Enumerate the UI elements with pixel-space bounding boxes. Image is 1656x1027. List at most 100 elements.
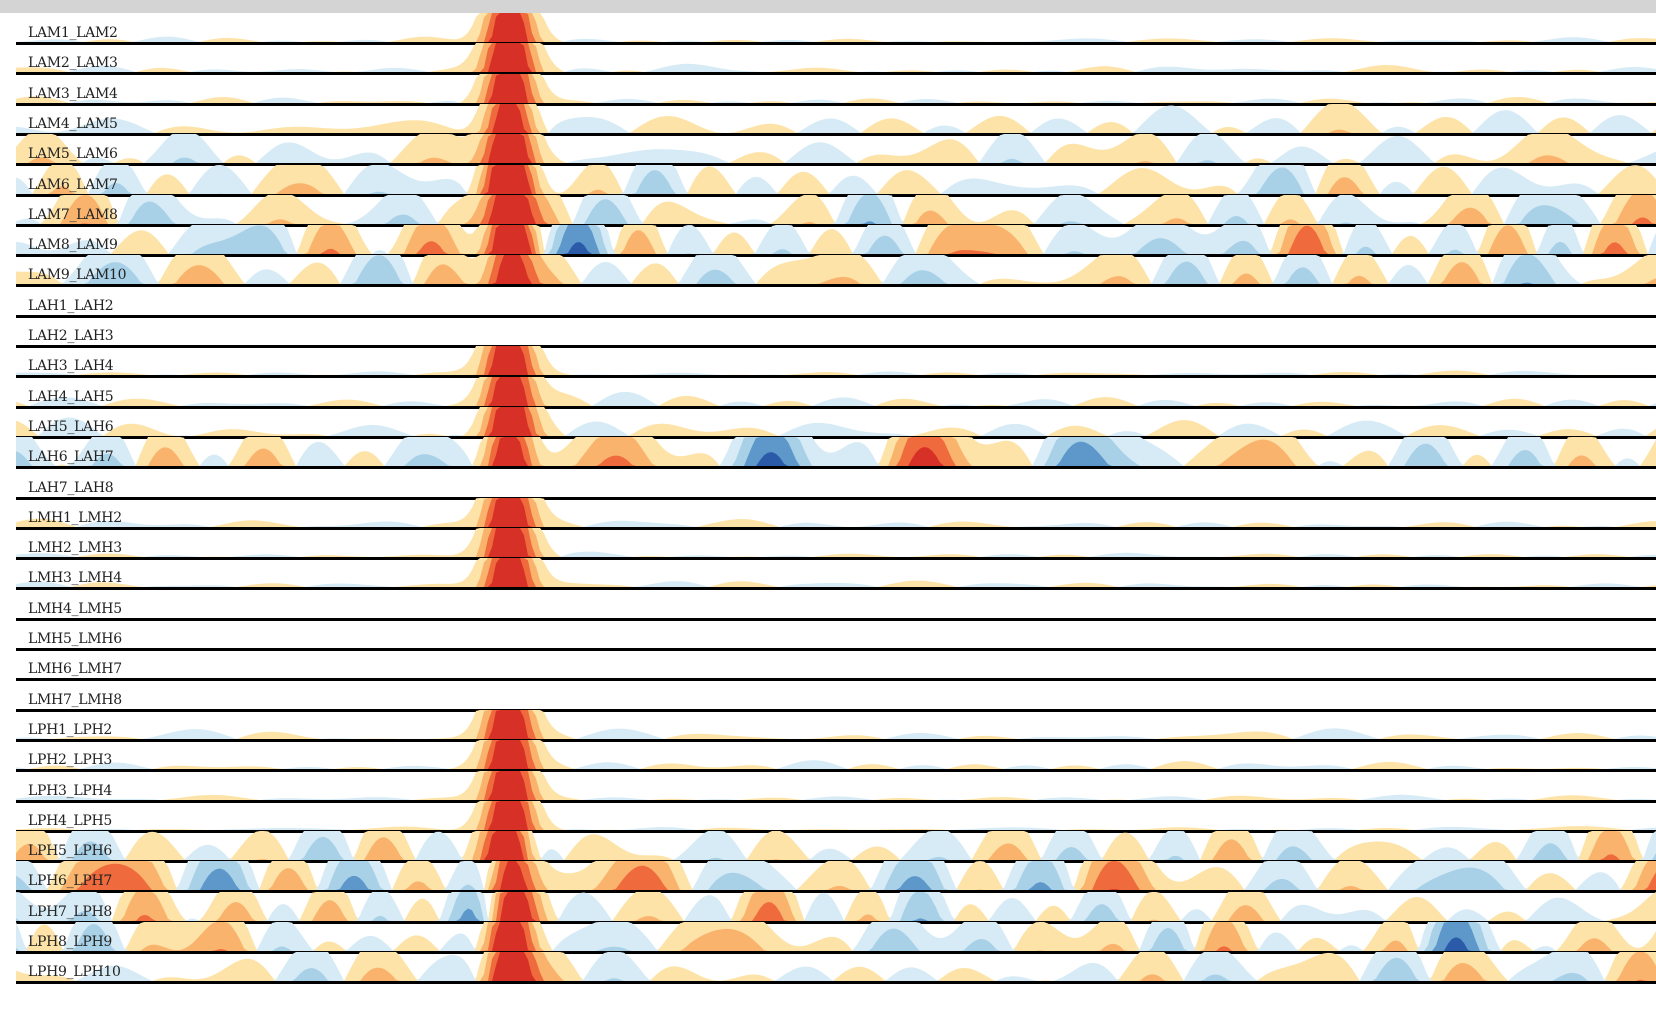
positive-band-1 bbox=[16, 497, 1656, 527]
row-divider bbox=[16, 557, 1656, 561]
channel-horizon-trace bbox=[16, 800, 1656, 830]
channel-label: LMH1_LMH2 bbox=[28, 509, 122, 526]
row-divider bbox=[16, 617, 1656, 621]
channel-horizon-trace bbox=[16, 73, 1656, 103]
positive-band-3 bbox=[16, 13, 1656, 42]
row-divider bbox=[16, 132, 1656, 136]
positive-band-4 bbox=[16, 528, 1656, 558]
positive-band-2 bbox=[16, 558, 1656, 588]
positive-band-2 bbox=[16, 255, 1656, 285]
channel-horizon-trace bbox=[16, 437, 1656, 467]
channel-label: LPH6_LPH7 bbox=[28, 873, 112, 890]
channel-row: LMH3_LMH4 bbox=[16, 558, 1656, 591]
channel-row: LPH4_LPH5 bbox=[16, 800, 1656, 833]
channel-row: LPH7_LPH8 bbox=[16, 891, 1656, 924]
row-divider bbox=[16, 193, 1656, 197]
positive-band-4 bbox=[16, 800, 1656, 830]
channel-row: LAH3_LAH4 bbox=[16, 346, 1656, 379]
channel-row: LAH4_LAH5 bbox=[16, 376, 1656, 409]
negative-band-1 bbox=[16, 97, 1656, 103]
row-divider bbox=[16, 526, 1656, 530]
channel-row: LPH5_LPH6 bbox=[16, 831, 1656, 864]
row-divider bbox=[16, 496, 1656, 500]
positive-band-1 bbox=[16, 528, 1656, 558]
channel-label: LAH3_LAH4 bbox=[28, 358, 114, 375]
row-divider bbox=[16, 314, 1656, 318]
positive-band-2 bbox=[16, 13, 1656, 42]
channel-label: LAM4_LAM5 bbox=[28, 115, 118, 132]
channel-label: LMH2_LMH3 bbox=[28, 540, 122, 557]
positive-band-1 bbox=[16, 740, 1656, 770]
positive-band-2 bbox=[16, 891, 1656, 921]
channel-label: LMH4_LMH5 bbox=[28, 600, 122, 617]
row-divider bbox=[16, 799, 1656, 803]
positive-band-1 bbox=[16, 194, 1656, 224]
positive-band-4 bbox=[16, 13, 1656, 42]
positive-band-1 bbox=[16, 861, 1656, 891]
channel-horizon-trace bbox=[16, 13, 1656, 42]
positive-band-2 bbox=[16, 528, 1656, 558]
row-divider bbox=[16, 769, 1656, 773]
positive-band-3 bbox=[16, 558, 1656, 588]
channel-row: LAM6_LAM7 bbox=[16, 164, 1656, 197]
channel-row: LMH4_LMH5 bbox=[16, 589, 1656, 621]
negative-band-1 bbox=[16, 952, 1656, 982]
negative-band-1 bbox=[16, 134, 1656, 164]
channel-label: LAM9_LAM10 bbox=[28, 267, 127, 284]
positive-band-1 bbox=[16, 346, 1656, 376]
positive-band-4 bbox=[16, 346, 1656, 376]
channel-horizon-trace bbox=[16, 316, 1656, 348]
positive-band-1 bbox=[16, 43, 1656, 73]
window-top-bar bbox=[0, 0, 1656, 13]
row-divider bbox=[16, 920, 1656, 924]
negative-band-1 bbox=[16, 728, 1656, 739]
channel-horizon-trace bbox=[16, 770, 1656, 800]
channel-horizon-trace bbox=[16, 164, 1656, 194]
channel-label: LMH5_LMH6 bbox=[28, 631, 122, 647]
positive-band-1 bbox=[16, 134, 1656, 164]
channel-row: LAH1_LAH2 bbox=[16, 286, 1656, 318]
channel-row: LMH2_LMH3 bbox=[16, 528, 1656, 561]
channel-label: LMH6_LMH7 bbox=[28, 661, 122, 678]
channel-horizon-trace bbox=[16, 740, 1656, 770]
negative-band-1 bbox=[16, 581, 1656, 588]
channel-horizon-trace bbox=[16, 134, 1656, 164]
channel-row: LAM7_LAM8 bbox=[16, 194, 1656, 227]
positive-band-3 bbox=[16, 43, 1656, 73]
negative-band-1 bbox=[16, 64, 1656, 73]
row-divider bbox=[16, 587, 1656, 591]
negative-band-1 bbox=[16, 891, 1656, 921]
channel-horizon-trace bbox=[16, 225, 1656, 255]
channel-row: LAH2_LAH3 bbox=[16, 316, 1656, 348]
channel-row: LPH6_LPH7 bbox=[16, 861, 1656, 894]
row-divider bbox=[16, 708, 1656, 712]
channel-horizon-trace bbox=[16, 376, 1656, 406]
channel-label: LPH9_LPH10 bbox=[28, 964, 121, 981]
positive-band-1 bbox=[16, 558, 1656, 588]
channel-label: LAH6_LAH7 bbox=[28, 449, 114, 466]
positive-band-1 bbox=[16, 73, 1656, 103]
negative-band-1 bbox=[16, 760, 1656, 770]
negative-band-1 bbox=[16, 36, 1656, 42]
channel-horizon-trace bbox=[16, 952, 1656, 982]
positive-band-2 bbox=[16, 73, 1656, 103]
channel-row: LPH9_LPH10 bbox=[16, 952, 1656, 985]
channel-label: LPH7_LPH8 bbox=[28, 903, 112, 920]
horizon-chart-panel[interactable]: LAM1_LAM2 LAM2_LAM3 LAM3_LAM4 LAM4_LAM5 LAM5… bbox=[16, 13, 1656, 1027]
channel-row: LAM9_LAM10 bbox=[16, 255, 1656, 288]
negative-band-1 bbox=[16, 794, 1656, 800]
channel-row: LMH1_LMH2 bbox=[16, 497, 1656, 530]
positive-band-3 bbox=[16, 346, 1656, 376]
channel-horizon-trace bbox=[16, 528, 1656, 558]
channel-horizon-trace bbox=[16, 346, 1656, 376]
positive-band-1 bbox=[16, 922, 1656, 951]
channel-row: LPH2_LPH3 bbox=[16, 740, 1656, 773]
channel-row: LAM8_LAM9 bbox=[16, 225, 1656, 258]
channel-row: LPH1_LPH2 bbox=[16, 709, 1656, 742]
channel-horizon-trace bbox=[16, 680, 1656, 712]
negative-band-1 bbox=[16, 391, 1656, 406]
negative-band-1 bbox=[16, 922, 1656, 951]
channel-horizon-trace bbox=[16, 589, 1656, 621]
channel-label: LAH2_LAH3 bbox=[28, 328, 114, 344]
channel-row: LAM1_LAM2 bbox=[16, 13, 1656, 45]
